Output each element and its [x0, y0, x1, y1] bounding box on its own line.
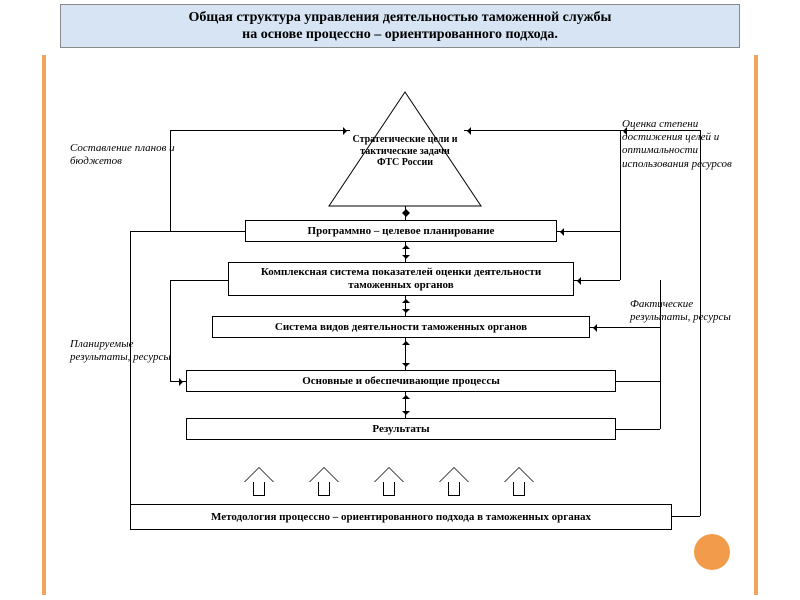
loop-right2-h1 [616, 429, 660, 430]
big-arrow-2 [310, 468, 338, 496]
box-methodology: Методология процессно – ориентированного… [130, 504, 672, 530]
loop-left1-h [170, 231, 245, 232]
arrow-tri-b1 [405, 206, 406, 220]
loop-right1-h1 [464, 130, 620, 131]
arrow-b2-b3 [405, 296, 406, 316]
big-arrow-1 [245, 468, 273, 496]
title-line2: на основе процессно – ориентированного п… [242, 26, 558, 44]
diagram: Стратегические цели и тактические задачи… [70, 60, 730, 586]
stub-right-b4 [616, 381, 660, 382]
arrow-b3-b4 [405, 338, 406, 370]
box-processes: Основные и обеспечивающие процессы [186, 370, 616, 392]
loop-left2-v [170, 280, 171, 381]
box-planning-label: Программно – целевое планирование [308, 225, 495, 238]
label-planned-results: Планируемые результаты, ресурсы [70, 338, 180, 364]
b6-right-h-bot [672, 516, 700, 517]
big-arrow-4 [440, 468, 468, 496]
accent-left [42, 55, 46, 595]
triangle-node: Стратегические цели и тактические задачи… [325, 90, 485, 210]
loop-left2-h2 [170, 381, 186, 382]
title-bar: Общая структура управления деятельностью… [60, 4, 740, 48]
loop-right1-v [620, 130, 621, 280]
loop-right1-h2 [574, 280, 620, 281]
b6-right-v [700, 130, 701, 516]
box-indicators: Комплексная система показателей оценки д… [228, 262, 574, 296]
label-actual-results: Фактические результаты, ресурсы [630, 298, 735, 324]
b6-left-v [130, 231, 131, 516]
box-results: Результаты [186, 418, 616, 440]
box-activities: Система видов деятельности таможенных ор… [212, 316, 590, 338]
loop-left2-h1 [170, 280, 228, 281]
accent-right [754, 55, 758, 595]
loop-right1-h1b [557, 231, 620, 232]
b6-left-h-top [130, 231, 170, 232]
box-processes-label: Основные и обеспечивающие процессы [302, 375, 500, 388]
box-indicators-label: Комплексная система показателей оценки д… [233, 266, 569, 291]
stub-right-v [660, 381, 661, 429]
box-activities-label: Система видов деятельности таможенных ор… [275, 321, 527, 334]
box-results-label: Результаты [372, 423, 429, 436]
big-arrow-3 [375, 468, 403, 496]
loop-left1-v [170, 130, 171, 231]
label-plans-budgets: Составление планов и бюджетов [70, 142, 180, 168]
loop-right2-h2 [590, 327, 660, 328]
box-methodology-label: Методология процессно – ориентированного… [211, 511, 591, 524]
big-arrow-5 [505, 468, 533, 496]
arrow-b4-b5 [405, 392, 406, 418]
label-evaluation: Оценка степени достижения целей и оптима… [622, 118, 737, 171]
loop-left1-into-tri [170, 130, 350, 131]
b6-right-h-top [620, 130, 700, 131]
box-planning: Программно – целевое планирование [245, 220, 557, 242]
title-line1: Общая структура управления деятельностью… [189, 9, 612, 27]
arrow-b1-b2 [405, 242, 406, 262]
triangle-label: Стратегические цели и тактические задачи… [349, 134, 461, 169]
